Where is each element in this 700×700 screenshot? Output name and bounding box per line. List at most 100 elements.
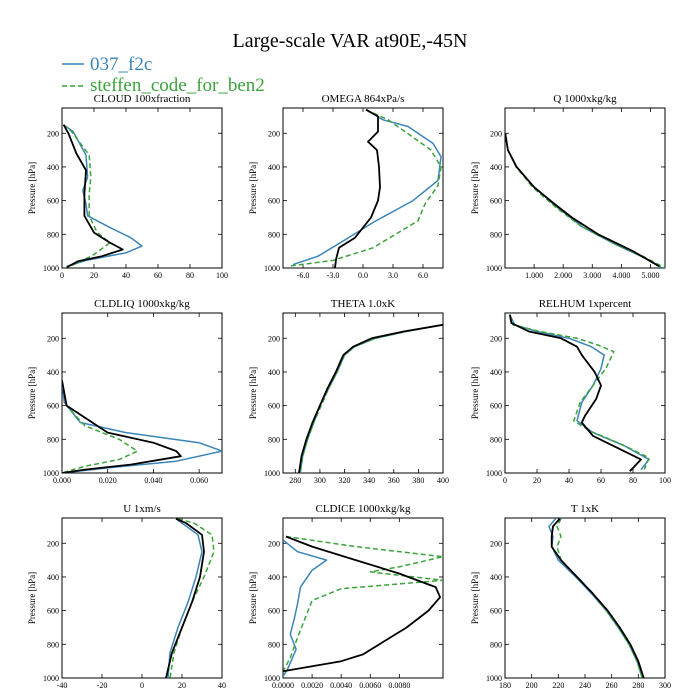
x-tick-label: 260 [606,681,618,690]
series-line-1 [62,380,222,473]
y-axis-label: Pressure [hPa] [470,572,480,624]
x-tick-label: 180 [499,681,511,690]
y-axis-label: Pressure [hPa] [470,367,480,419]
series-line-2 [556,518,644,678]
panel-title: T 1xK [571,503,599,515]
x-tick-label: 60 [597,476,605,485]
y-axis-label: Pressure [hPa] [27,572,37,624]
x-tick-label: 40 [122,271,130,280]
x-tick-label: 20 [90,271,98,280]
x-tick-label: 40 [565,476,573,485]
panel-8: CLDICE 1000xkg/kg Pressure [hPa] 200 400 600… [248,503,444,690]
x-tick-label: 40 [218,681,226,690]
y-tick-label: 600 [47,402,59,411]
series-line-1 [63,124,143,268]
panel-title: OMEGA 864xPa/s [322,93,405,105]
y-tick-label: 400 [490,573,502,582]
y-axis-label: Pressure [hPa] [248,162,258,214]
plot-frame [61,312,223,474]
y-tick-label: 800 [490,230,502,239]
y-tick-label: 200 [47,129,59,138]
series-line-2 [299,324,443,473]
y-tick-label: 1000 [486,674,502,683]
y-tick-label: 800 [268,230,280,239]
x-tick-label: 340 [363,476,375,485]
y-tick-label: 400 [47,163,59,172]
legend-label-2: steffen_code_for_ben2 [90,75,265,96]
y-tick-label: 400 [268,163,280,172]
y-tick-label: 800 [47,435,59,444]
y-tick-label: 800 [268,435,280,444]
x-tick-label: 3.000 [583,271,601,280]
series-line-1 [548,518,644,678]
plot-frame [61,517,223,679]
x-tick-label: 80 [629,476,637,485]
series-line-3 [334,108,381,268]
series-line-2 [283,535,443,672]
plot-frame [504,517,666,679]
x-tick-label: -3.0 [327,271,340,280]
y-tick-label: 400 [268,368,280,377]
x-tick-label: 200 [526,681,538,690]
x-tick-label: 6.0 [418,271,428,280]
x-tick-label: 240 [579,681,591,690]
panel-3: Q 1000xkg/kg Pressure [hPa] 200 400 600 800 10… [470,93,666,280]
plot-frame [504,107,666,269]
y-tick-label: 200 [268,539,280,548]
y-tick-label: 400 [490,163,502,172]
y-tick-label: 400 [490,368,502,377]
x-tick-label: 0.000 [53,476,71,485]
x-tick-label: 2.000 [554,271,572,280]
series-line-2 [63,124,111,268]
panel-title: CLDICE 1000xkg/kg [315,503,411,515]
series-line-3 [165,518,205,678]
x-tick-label: 400 [437,476,449,485]
x-tick-label: 80 [186,271,194,280]
y-tick-label: 800 [47,230,59,239]
x-tick-label: 60 [154,271,162,280]
x-tick-label: 280 [289,476,301,485]
y-tick-label: 200 [490,539,502,548]
x-tick-label: 0.060 [190,476,208,485]
panel-5: THETA 1.0xK Pressure [hPa] 200 400 600 800 100… [248,298,449,485]
y-axis-label: Pressure [hPa] [248,367,258,419]
series-line-1 [292,109,442,266]
x-tick-label: 1.000 [525,271,543,280]
y-tick-label: 1000 [264,469,280,478]
x-tick-label: 320 [339,476,351,485]
y-tick-label: 600 [490,402,502,411]
panel-title: THETA 1.0xK [331,298,396,310]
plot-frame [282,107,444,269]
series-line-2 [169,518,215,678]
x-tick-label: -40 [57,681,68,690]
y-tick-label: 1000 [486,469,502,478]
y-tick-label: 400 [47,368,59,377]
x-tick-label: 380 [412,476,424,485]
series-line-1 [167,518,203,678]
y-tick-label: 1000 [43,469,59,478]
series-line-2 [505,133,665,268]
panel-title: Q 1000xkg/kg [553,93,617,105]
series-line-3 [283,535,441,673]
series-line-1 [509,314,650,471]
series-line-3 [62,380,182,473]
x-tick-label: 280 [632,681,644,690]
x-tick-label: 300 [314,476,326,485]
panel-title: RELHUM 1xpercent [539,298,632,310]
y-tick-label: 600 [47,607,59,616]
y-tick-label: 600 [490,607,502,616]
y-tick-label: 400 [268,573,280,582]
y-tick-label: 600 [490,197,502,206]
series-line-2 [509,314,650,470]
legend-label-1: 037_f2c [90,54,152,75]
x-tick-label: 360 [388,476,400,485]
y-tick-label: 200 [47,334,59,343]
x-tick-label: 0 [503,476,507,485]
y-tick-label: 200 [490,129,502,138]
y-tick-label: 1000 [264,674,280,683]
